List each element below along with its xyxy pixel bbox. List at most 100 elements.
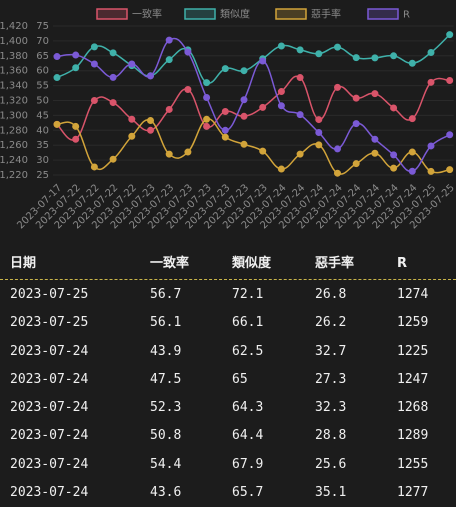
data-point [296,150,304,158]
table-cell: 56.7 [150,287,182,302]
table-cell: 50.8 [150,428,182,444]
table-cell: 2023-07-24 [10,456,89,472]
data-point [408,115,416,123]
y-tick-label: 70 [36,36,49,47]
y2-tick-label: 1,360 [0,66,28,77]
data-point [240,112,248,120]
table-row: 2023-07-24 47.5 65 27.3 1247 [0,366,456,394]
data-point [390,52,398,60]
data-point [72,135,80,143]
table-row: 2023-07-24 54.4 67.9 25.6 1255 [0,451,456,479]
data-point [315,141,323,149]
data-point [147,72,154,80]
legend-label: 一致率 [132,8,162,21]
table-cell: 2023-07-24 [10,485,89,501]
data-point [446,77,454,85]
y-tick-label: 40 [36,125,49,136]
y2-tick-label: 1,400 [0,36,28,47]
data-point [334,145,341,153]
data-point [203,94,211,102]
legend-swatch [275,8,307,20]
data-point [427,142,435,150]
data-point [259,147,267,155]
table-cell: 27.3 [315,371,347,387]
table-cell: 2023-07-24 [10,428,89,444]
data-point [296,111,304,119]
legend-label: 類似度 [220,8,250,21]
y-tick-label: 25 [36,170,49,181]
y-tick-label: 60 [36,66,49,77]
table-cell: 2023-07-25 [10,315,89,331]
data-point [315,50,323,58]
table-cell: 64.4 [232,428,264,444]
data-point [165,105,173,113]
data-point [109,99,117,107]
data-point [128,115,136,123]
y-tick-label: 35 [36,140,49,151]
table-cell: 56.1 [150,315,182,331]
y2-tick-label: 1,300 [0,110,28,121]
data-point [72,122,80,130]
y2-tick-label: 1,260 [0,140,28,151]
y-tick-label: 55 [36,81,49,92]
data-point [221,126,229,134]
table-cell: 65.7 [232,485,264,501]
y-tick-label: 30 [36,155,49,166]
series-line [56,75,450,141]
table-cell: 52.3 [150,400,182,416]
table-cell: 1277 [397,485,429,501]
data-point [90,43,98,51]
data-point [446,166,454,174]
data-point [408,167,416,175]
table-cell: 1268 [397,400,429,416]
legend-swatch [367,8,399,20]
data-point [128,60,136,68]
data-point [53,74,61,82]
table-cell: 64.3 [232,400,264,416]
y2-tick-label: 1,240 [0,155,28,166]
y-tick-label: 50 [36,96,49,107]
data-point [184,85,192,93]
table-cell: 2023-07-24 [10,343,89,359]
table-cell: 32.7 [315,343,347,359]
table-row: 2023-07-24 43.9 62.5 32.7 1225 [0,338,456,366]
data-point [277,102,285,110]
data-point [240,67,248,75]
data-point [184,148,192,156]
data-point [315,116,323,124]
data-point [128,132,136,140]
data-point [165,36,173,44]
y-tick-label: 65 [36,51,49,62]
data-point [352,94,360,102]
data-point [352,160,360,168]
data-point [203,122,211,130]
data-point [184,48,192,56]
data-point [221,133,229,141]
data-point [408,59,416,67]
data-point [352,120,360,128]
data-point [72,51,80,59]
data-point [315,129,323,137]
series-line [56,37,451,173]
data-point [109,49,117,57]
data-point [221,108,229,116]
table-cell: 25.6 [315,456,347,472]
table-cell: 1247 [397,371,429,387]
table-cell: 54.4 [150,456,182,472]
y2-tick-label: 1,420 [0,21,28,32]
table-row: 2023-07-25 56.1 66.1 26.2 1259 [0,309,456,337]
data-point [352,54,360,62]
table-cell: 1259 [397,315,429,331]
legend-label: 惡手率 [311,8,341,21]
table-cell: 65 [232,371,248,387]
table-row: 2023-07-24 52.3 64.3 32.3 1268 [0,394,456,422]
data-point [408,148,416,156]
data-point [259,57,267,65]
table-row: 2023-07-24 50.8 64.4 28.8 1289 [0,422,456,450]
data-point [277,88,285,96]
data-point [259,103,267,111]
data-point [221,65,229,73]
table-row: 2023-07-24 43.6 65.7 35.1 1277 [0,479,456,507]
data-table: 日期 一致率 類似度 惡手率 R 2023-07-25 56.7 72.1 26.8 1274 20… [0,250,456,507]
data-point [240,140,248,148]
